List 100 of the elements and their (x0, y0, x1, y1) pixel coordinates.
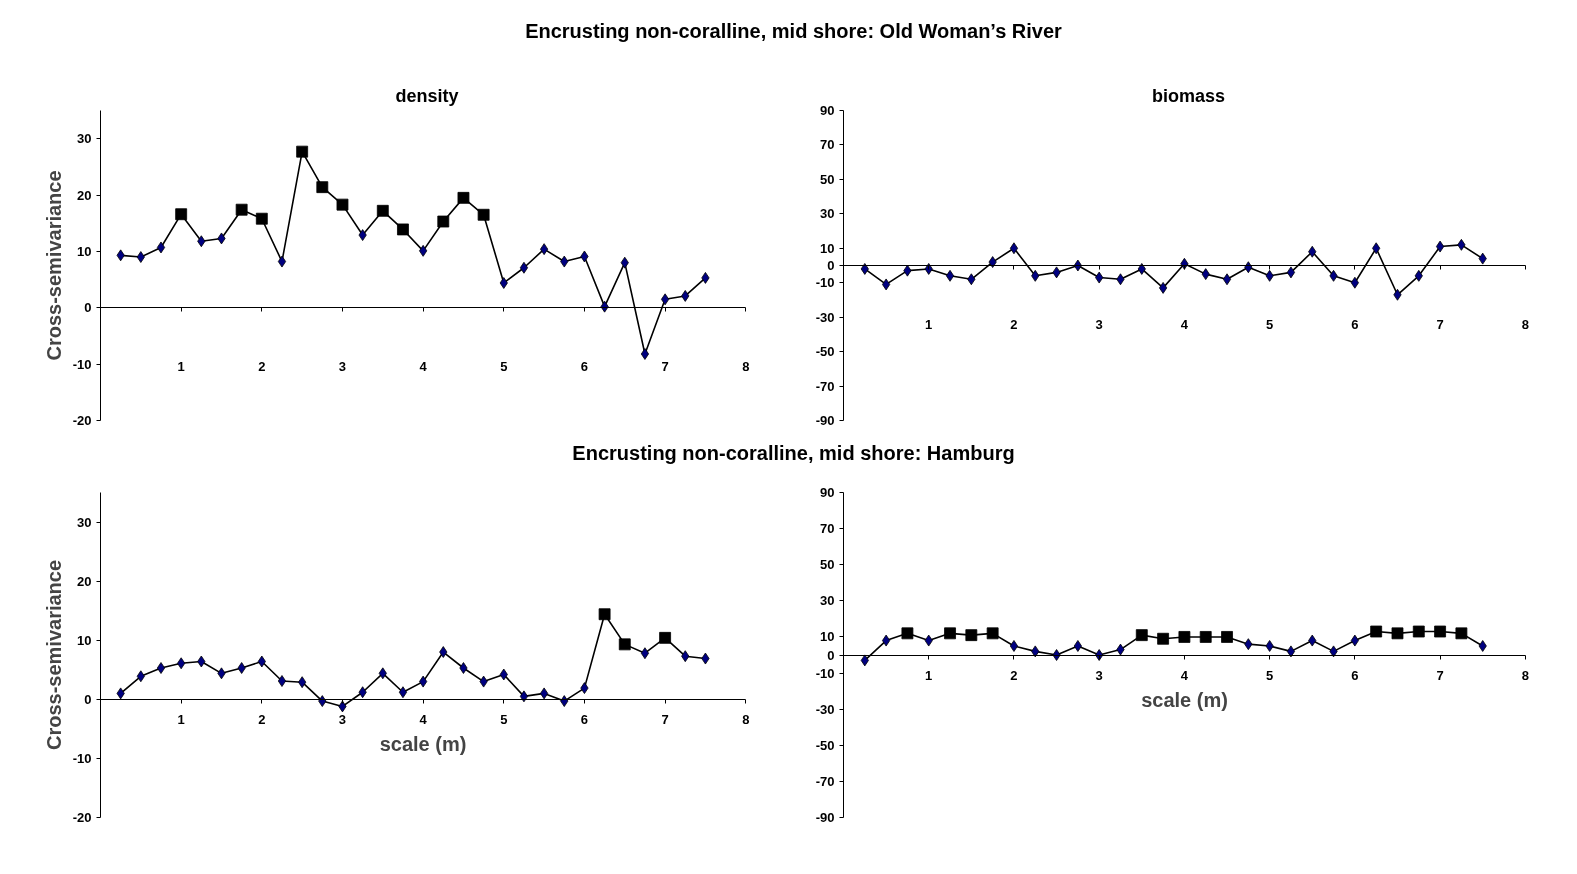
x-tick-label: 2 (258, 358, 266, 374)
chart-subtitle: density (395, 85, 459, 106)
y-tick-label: -20 (72, 413, 92, 428)
point (1434, 625, 1446, 638)
y-tick-label: 90 (820, 485, 835, 500)
point (1221, 631, 1233, 643)
x-tick-label: 3 (1095, 316, 1103, 332)
y-tick-label: -20 (72, 810, 92, 825)
y-tick-label: -50 (815, 737, 835, 753)
x-tick-label: 6 (580, 358, 589, 374)
y-tick-label: 90 (820, 103, 835, 118)
x-tick-label: 3 (338, 358, 347, 374)
y-tick-label: 70 (820, 137, 835, 153)
x-tick-label: 8 (1521, 316, 1529, 332)
point (901, 627, 914, 640)
point (1370, 625, 1383, 638)
text: Encrusting non-coralline, mid shore: Hamburg (572, 441, 1015, 466)
x-tick-label: 8 (1521, 668, 1529, 683)
x-tick-label: 7 (1436, 668, 1444, 683)
point (1391, 627, 1404, 640)
point (1478, 640, 1487, 652)
x-tick-label: 3 (1095, 668, 1103, 683)
x-tick-label: 2 (1010, 316, 1018, 332)
point (1009, 242, 1019, 255)
point (156, 241, 166, 254)
point (255, 212, 268, 225)
point (1286, 266, 1296, 279)
point (1157, 632, 1169, 645)
x-tick-label: 2 (258, 712, 266, 728)
y-tick-label: 20 (77, 573, 92, 589)
x-tick-label: 4 (419, 358, 428, 374)
point (988, 256, 997, 268)
point (459, 662, 468, 674)
point (1286, 645, 1296, 658)
point (175, 208, 188, 221)
point (580, 682, 589, 694)
point (1455, 627, 1468, 640)
point (136, 251, 145, 263)
x-tick-label: 8 (742, 358, 750, 374)
point (277, 675, 287, 687)
y-tick-label: -10 (815, 665, 835, 681)
y-tick-label: 0 (827, 258, 835, 273)
x-tick-label: 6 (1351, 668, 1359, 683)
y-tick-label: 10 (77, 632, 92, 648)
point (640, 348, 649, 360)
x-tick-label: 1 (177, 358, 185, 374)
point (1412, 625, 1425, 638)
point (618, 638, 631, 651)
y-tick-label: -70 (815, 773, 835, 789)
y-tick-label: 10 (820, 629, 835, 645)
point (1009, 640, 1019, 652)
x-tick-label: 7 (661, 358, 669, 374)
point (560, 695, 569, 707)
point (965, 629, 978, 642)
point (1052, 649, 1061, 661)
x-tick-label: 5 (500, 358, 508, 374)
y-tick-label: 10 (77, 243, 92, 259)
y-tick-label: 50 (820, 557, 835, 573)
x-tick-label: 1 (925, 316, 933, 332)
point (701, 272, 710, 284)
text: Encrusting non-coralline, mid shore: Old Woman’s River (525, 19, 1062, 44)
point (1222, 273, 1232, 286)
y-tick-label: -90 (815, 810, 835, 825)
x-tick-label: 7 (661, 712, 669, 728)
point (156, 662, 166, 674)
x-tick-label: 6 (580, 712, 589, 728)
y-tick-label: 0 (84, 691, 92, 707)
point (944, 627, 956, 640)
y-tick-label: -30 (815, 701, 835, 717)
x-axis-title: scale (m) (1141, 688, 1228, 711)
point (235, 203, 248, 216)
point (1073, 640, 1082, 652)
x-tick-label: 4 (1180, 668, 1189, 683)
x-tick-label: 5 (500, 712, 508, 728)
point (986, 627, 999, 640)
x-tick-label: 8 (742, 712, 750, 728)
x-tick-label: 4 (1180, 316, 1189, 332)
point (860, 263, 869, 275)
y-tick-label: 30 (77, 514, 92, 530)
x-tick-label: 7 (1436, 316, 1444, 332)
y-tick-label: 30 (820, 206, 835, 222)
y-tick-label: 0 (827, 647, 835, 663)
x-tick-label: 3 (338, 712, 347, 728)
point (519, 690, 529, 703)
point (237, 662, 246, 674)
x-tick-label: 4 (419, 712, 428, 728)
point (318, 695, 327, 707)
y-axis-title: Cross-semivariance (42, 559, 65, 751)
point (499, 277, 508, 289)
y-tick-label: 50 (820, 171, 835, 187)
point (316, 181, 329, 194)
point (924, 263, 933, 275)
point (376, 204, 389, 217)
point (336, 198, 349, 211)
x-tick-label: 1 (925, 668, 933, 683)
point (681, 290, 690, 302)
point (397, 223, 409, 236)
y-tick-label: 10 (820, 240, 835, 256)
point (519, 261, 529, 274)
point (296, 145, 309, 158)
